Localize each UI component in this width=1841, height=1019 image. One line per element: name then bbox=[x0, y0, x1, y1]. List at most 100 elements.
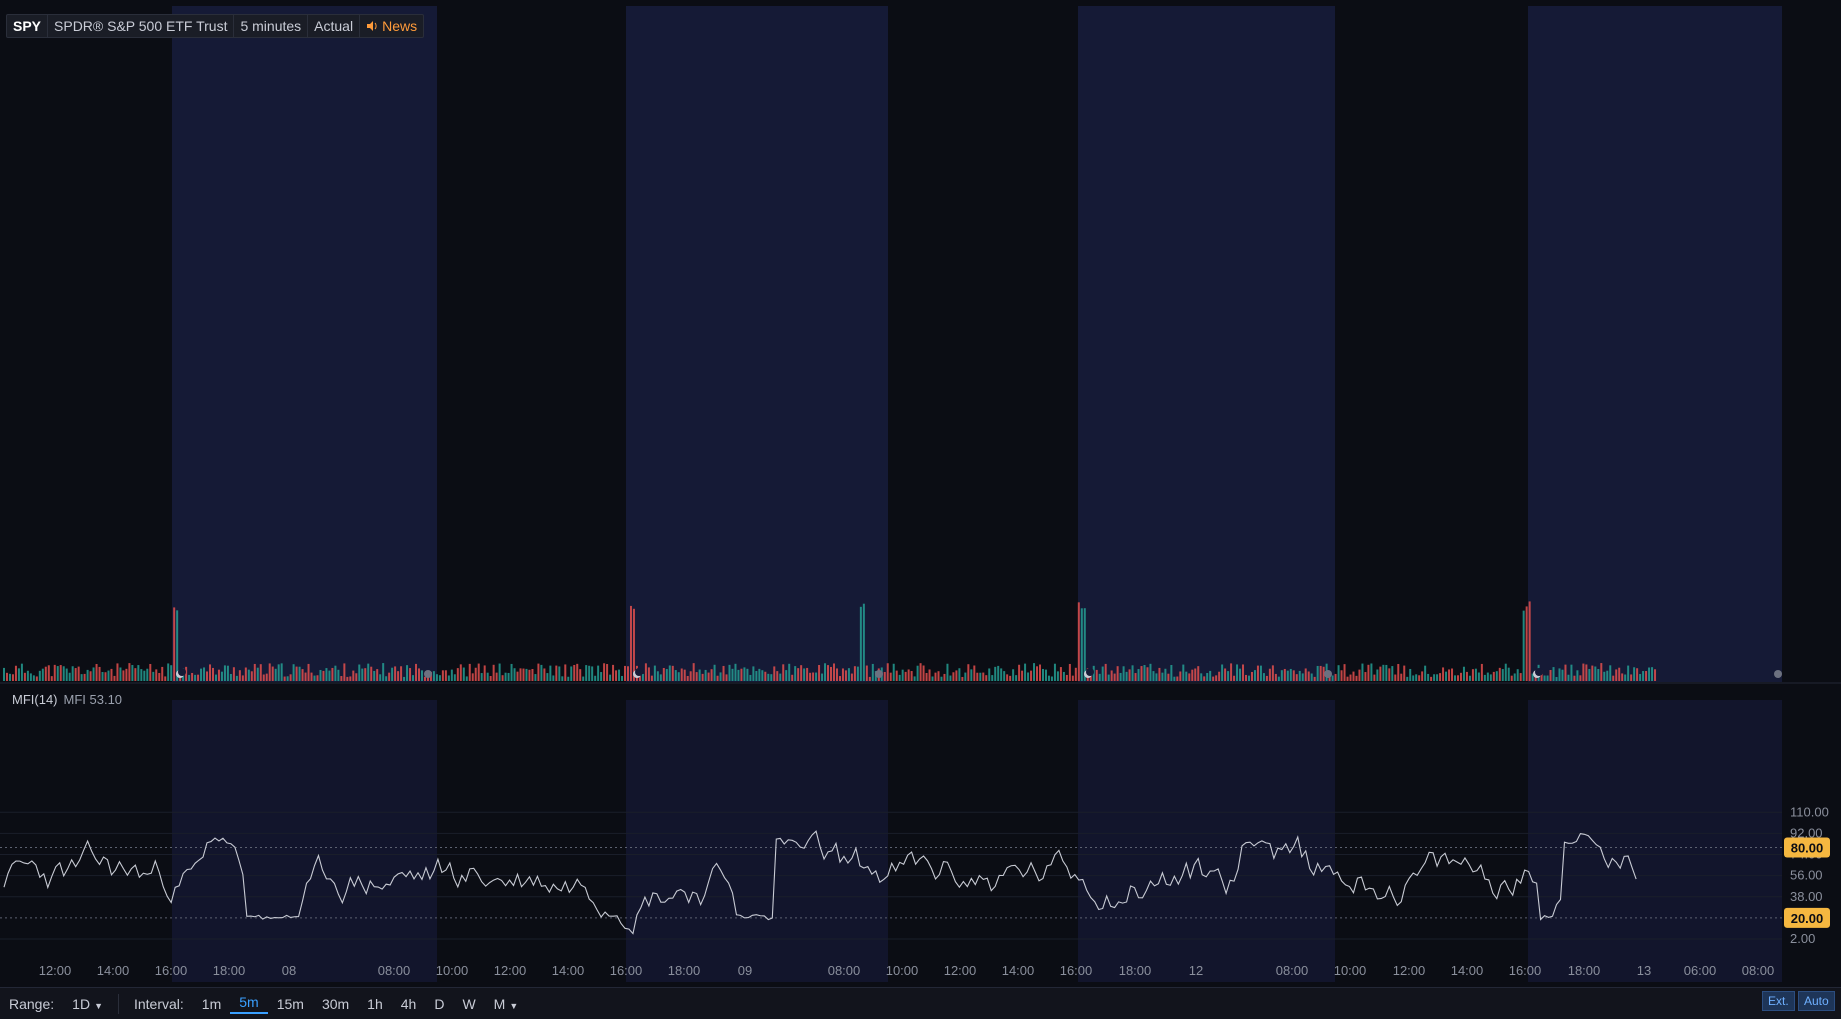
mfi-tick-label: 110.00 bbox=[1790, 804, 1829, 819]
volume-bar bbox=[644, 663, 647, 681]
volume-bar bbox=[247, 669, 250, 681]
volume-bar bbox=[1155, 673, 1158, 681]
volume-bar bbox=[1361, 663, 1364, 681]
interval-m[interactable]: M ▼ bbox=[485, 996, 528, 1012]
volume-bar bbox=[1421, 671, 1424, 681]
volume-bar bbox=[1331, 675, 1334, 681]
volume-bar bbox=[232, 667, 235, 681]
interval-30m[interactable]: 30m bbox=[321, 995, 350, 1012]
session-shade-3 bbox=[1528, 6, 1782, 682]
volume-bar bbox=[1137, 669, 1140, 681]
volume-bar bbox=[1286, 670, 1289, 681]
volume-bar bbox=[692, 663, 695, 681]
volume-bar bbox=[200, 668, 203, 681]
volume-bar bbox=[1397, 663, 1400, 681]
volume-bar bbox=[1364, 672, 1367, 681]
volume-bar bbox=[626, 666, 629, 681]
volume-bar bbox=[740, 668, 743, 681]
volume-bar bbox=[931, 676, 934, 681]
volume-bar bbox=[176, 610, 179, 681]
volume-bar bbox=[1627, 665, 1630, 681]
volume-bar bbox=[1134, 673, 1137, 681]
interval-1m[interactable]: 1m bbox=[201, 995, 222, 1012]
volume-bar bbox=[277, 664, 280, 681]
volume-bar bbox=[949, 675, 952, 681]
volume-bar bbox=[964, 672, 967, 681]
volume-bar bbox=[1215, 675, 1218, 681]
volume-bar bbox=[1074, 667, 1077, 681]
interval-15m[interactable]: 15m bbox=[276, 995, 304, 1012]
volume-bar bbox=[1570, 664, 1573, 681]
mfi-tick-label: 92.00 bbox=[1790, 825, 1823, 840]
volume-bar bbox=[1654, 669, 1657, 681]
volume-bar bbox=[1618, 667, 1621, 681]
time-tick-label: 14:00 bbox=[1002, 963, 1035, 978]
interval-4h[interactable]: 4h bbox=[400, 995, 417, 1012]
volume-bar bbox=[1277, 676, 1280, 681]
volume-bar bbox=[576, 663, 579, 681]
auto-scale-toggle[interactable]: Auto bbox=[1798, 991, 1835, 1011]
volume-bar bbox=[722, 665, 725, 681]
volume-bar bbox=[125, 668, 128, 681]
volume-bar bbox=[8, 673, 11, 681]
time-tick-label: 12:00 bbox=[1393, 963, 1426, 978]
volume-bar bbox=[853, 666, 856, 681]
volume-bar bbox=[606, 664, 609, 681]
ext-hours-toggle[interactable]: Ext. bbox=[1762, 991, 1795, 1011]
interval-1h[interactable]: 1h bbox=[367, 995, 383, 1012]
volume-bar bbox=[400, 666, 403, 681]
volume-bar bbox=[1636, 668, 1639, 681]
volume-bar bbox=[1047, 675, 1050, 681]
volume-bar bbox=[486, 672, 489, 681]
volume-bar bbox=[1510, 675, 1513, 681]
volume-bar bbox=[806, 667, 809, 681]
mfi-tick-label: 2.00 bbox=[1790, 931, 1815, 946]
volume-bar bbox=[573, 664, 576, 681]
interval-w[interactable]: W bbox=[462, 995, 476, 1012]
chart-canvas[interactable]: 501.65498.53496.05494.35504.80504.00503.… bbox=[0, 0, 1841, 987]
volume-bar bbox=[292, 664, 295, 681]
volume-bar bbox=[1415, 674, 1418, 681]
interval-title: Interval: bbox=[133, 995, 184, 1012]
time-tick-label: 08:00 bbox=[1742, 963, 1775, 978]
news-button[interactable]: News bbox=[360, 15, 423, 37]
volume-bar bbox=[1474, 668, 1477, 681]
volume-bar bbox=[674, 670, 677, 681]
interval-label[interactable]: 5 minutes bbox=[234, 15, 309, 37]
volume-bar bbox=[1259, 665, 1262, 681]
volume-bar bbox=[594, 675, 597, 681]
interval-d[interactable]: D bbox=[434, 995, 445, 1012]
session-shade-mfi-2 bbox=[1078, 700, 1335, 982]
volume-bar bbox=[1116, 666, 1119, 681]
volume-bar bbox=[821, 673, 824, 681]
volume-bar bbox=[1648, 667, 1651, 681]
chart-header: SPY SPDR® S&P 500 ETF Trust 5 minutes Ac… bbox=[6, 14, 425, 38]
range-select[interactable]: 1D ▼ bbox=[63, 996, 112, 1012]
volume-bar bbox=[32, 675, 35, 681]
volume-bar bbox=[1498, 667, 1501, 681]
volume-bar bbox=[585, 665, 588, 681]
volume-bar bbox=[307, 663, 310, 681]
volume-bar bbox=[1182, 664, 1185, 681]
volume-bar bbox=[985, 675, 988, 681]
mfi-tick-label: 38.00 bbox=[1790, 889, 1823, 904]
volume-bar bbox=[298, 666, 301, 681]
volume-bar bbox=[385, 676, 388, 681]
symbol-label[interactable]: SPY bbox=[7, 15, 49, 37]
volume-bar bbox=[913, 676, 916, 681]
volume-bar bbox=[1313, 676, 1316, 681]
volume-bar bbox=[1615, 669, 1618, 681]
volume-bar bbox=[1439, 673, 1442, 681]
volume-bar bbox=[662, 667, 665, 681]
interval-5m[interactable]: 5m bbox=[230, 994, 268, 1014]
time-tick-label: 16:00 bbox=[610, 963, 643, 978]
volume-bar bbox=[1247, 675, 1250, 681]
volume-bar bbox=[388, 672, 391, 681]
mode-label[interactable]: Actual bbox=[308, 15, 361, 37]
volume-bar bbox=[1128, 669, 1131, 681]
volume-bar bbox=[131, 665, 134, 681]
volume-bar bbox=[203, 667, 206, 681]
volume-bar bbox=[1227, 671, 1230, 681]
volume-bar bbox=[1239, 668, 1242, 681]
volume-bar bbox=[164, 676, 167, 681]
